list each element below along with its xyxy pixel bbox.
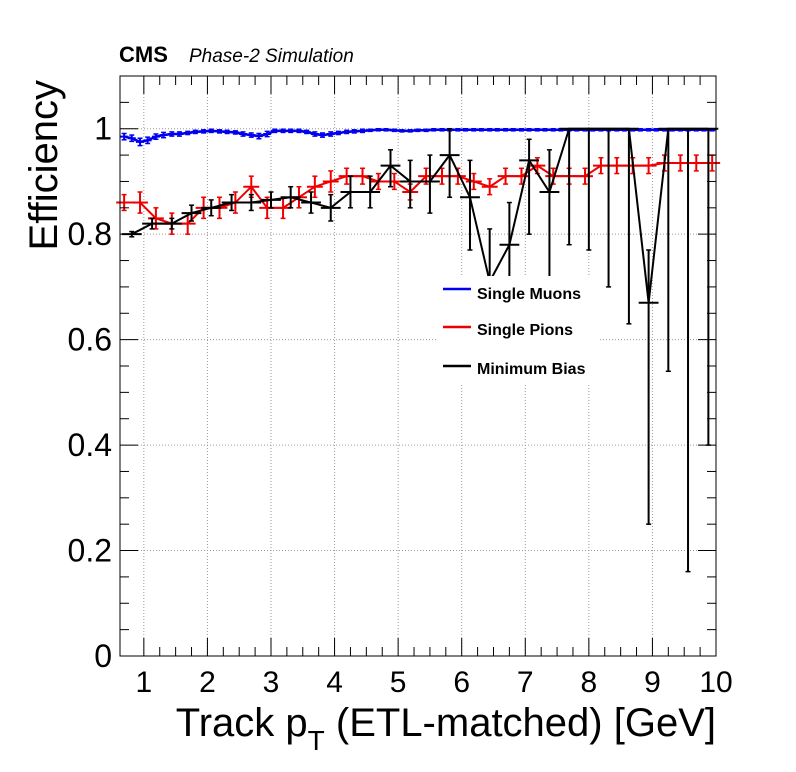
series-line <box>124 162 713 225</box>
axes: 1 2 3 4 5 6 7 8 9 10 0 0.2 0.4 0.6 0.8 1 <box>68 75 733 699</box>
series-layer <box>116 127 721 573</box>
series-line <box>131 127 709 303</box>
y-tick-label: 0.4 <box>68 427 112 463</box>
x-axis-label-rest: (ETL-matched) [GeV] <box>325 701 716 745</box>
x-axis-label-main: Track p <box>176 701 308 745</box>
x-tick-label: 7 <box>517 666 534 699</box>
x-tick-label: 10 <box>699 666 732 699</box>
x-tick-label: 9 <box>644 666 661 699</box>
series-2 <box>121 127 719 573</box>
plot-frame <box>119 75 717 657</box>
header-subtitle: Phase-2 Simulation <box>189 46 354 67</box>
x-tick-label: 2 <box>199 666 216 699</box>
x-tick-label: 1 <box>135 666 152 699</box>
legend: Single Muons Single Pions Minimum Bias <box>436 276 600 384</box>
x-tick-label: 3 <box>263 666 280 699</box>
x-axis-label: Track pT (ETL-matched) [GeV] <box>176 701 716 756</box>
x-tick-label: 5 <box>390 666 407 699</box>
x-axis-label-subscript: T <box>308 725 325 756</box>
legend-label-minbias: Minimum Bias <box>477 361 586 378</box>
legend-label-pions: Single Pions <box>477 322 573 339</box>
y-tick-label: 0.6 <box>68 322 112 358</box>
legend-label-muons: Single Muons <box>477 286 581 303</box>
x-tick-label: 4 <box>326 666 343 699</box>
y-tick-label: 1 <box>94 111 112 147</box>
x-tick-label: 8 <box>581 666 598 699</box>
series-0 <box>120 127 717 147</box>
y-axis-label: Efficiency <box>22 80 66 250</box>
x-tick-label: 6 <box>453 666 470 699</box>
header-experiment: CMS <box>119 42 168 67</box>
grid-lines <box>120 76 717 656</box>
y-tick-label: 0.8 <box>68 216 112 252</box>
y-tick-label: 0.2 <box>68 533 112 569</box>
y-tick-label: 0 <box>94 638 112 674</box>
